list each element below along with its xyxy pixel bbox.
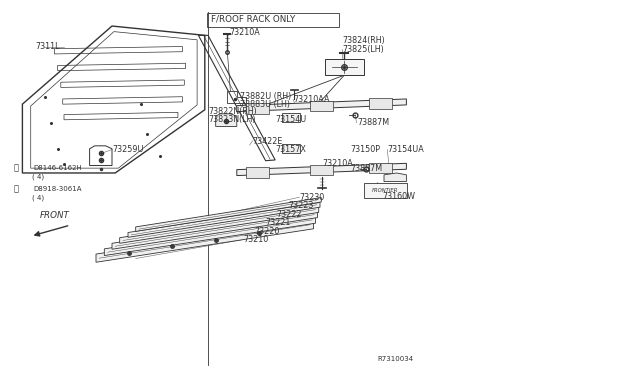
Polygon shape — [96, 221, 314, 262]
Text: 73823N(LH): 73823N(LH) — [208, 115, 255, 124]
Text: FRONTIER: FRONTIER — [372, 188, 399, 193]
Polygon shape — [104, 217, 316, 256]
Text: Ⓑ: Ⓑ — [14, 164, 19, 173]
Text: 73154UA: 73154UA — [387, 145, 424, 154]
Text: 73220: 73220 — [254, 227, 280, 235]
Text: 73222: 73222 — [276, 210, 302, 219]
Text: Ⓝ: Ⓝ — [14, 185, 19, 193]
Text: ( 4): ( 4) — [32, 173, 44, 180]
Text: ( 4): ( 4) — [32, 194, 44, 201]
Text: 73259U: 73259U — [112, 145, 143, 154]
Text: 73210: 73210 — [243, 235, 268, 244]
Text: 73210A: 73210A — [229, 28, 260, 37]
Polygon shape — [120, 207, 319, 243]
Text: 7311L: 7311L — [35, 42, 60, 51]
Bar — [369, 163, 392, 173]
Bar — [364, 183, 407, 198]
Text: R7310034: R7310034 — [378, 356, 413, 362]
Bar — [246, 103, 269, 114]
Text: 73824(RH): 73824(RH) — [342, 36, 385, 45]
Bar — [246, 167, 269, 178]
Bar — [369, 99, 392, 109]
Text: 73882U (RH): 73882U (RH) — [240, 92, 291, 101]
Polygon shape — [237, 99, 406, 112]
Text: FRONT: FRONT — [40, 211, 69, 220]
Polygon shape — [384, 173, 406, 182]
Text: D8146-6162H: D8146-6162H — [33, 165, 82, 171]
Polygon shape — [237, 163, 406, 176]
Text: 73223: 73223 — [288, 201, 314, 210]
Text: 73150P: 73150P — [351, 145, 381, 154]
Polygon shape — [128, 202, 320, 237]
Text: 73887M: 73887M — [357, 118, 389, 127]
Text: 73822N(RH): 73822N(RH) — [208, 107, 257, 116]
Polygon shape — [112, 212, 317, 249]
Text: 73157X: 73157X — [275, 145, 306, 154]
Text: 73825(LH): 73825(LH) — [342, 45, 384, 54]
Text: 73210AA: 73210AA — [293, 95, 330, 104]
Text: D8918-3061A: D8918-3061A — [33, 186, 82, 192]
Text: F/ROOF RACK ONLY: F/ROOF RACK ONLY — [211, 15, 296, 24]
Text: 73160W: 73160W — [383, 192, 416, 201]
Text: 73887M: 73887M — [351, 164, 383, 173]
Text: 73230: 73230 — [300, 193, 324, 202]
Text: 73154U: 73154U — [275, 115, 307, 124]
Text: 73210A: 73210A — [322, 159, 353, 168]
Polygon shape — [136, 198, 321, 231]
Polygon shape — [282, 144, 300, 153]
Bar — [310, 101, 333, 111]
Bar — [310, 165, 333, 176]
Text: 73883U (LH): 73883U (LH) — [240, 100, 290, 109]
Polygon shape — [282, 113, 300, 122]
Text: 73221: 73221 — [266, 218, 291, 227]
Polygon shape — [216, 114, 237, 126]
Polygon shape — [325, 59, 364, 75]
Text: 73422E: 73422E — [253, 137, 283, 146]
